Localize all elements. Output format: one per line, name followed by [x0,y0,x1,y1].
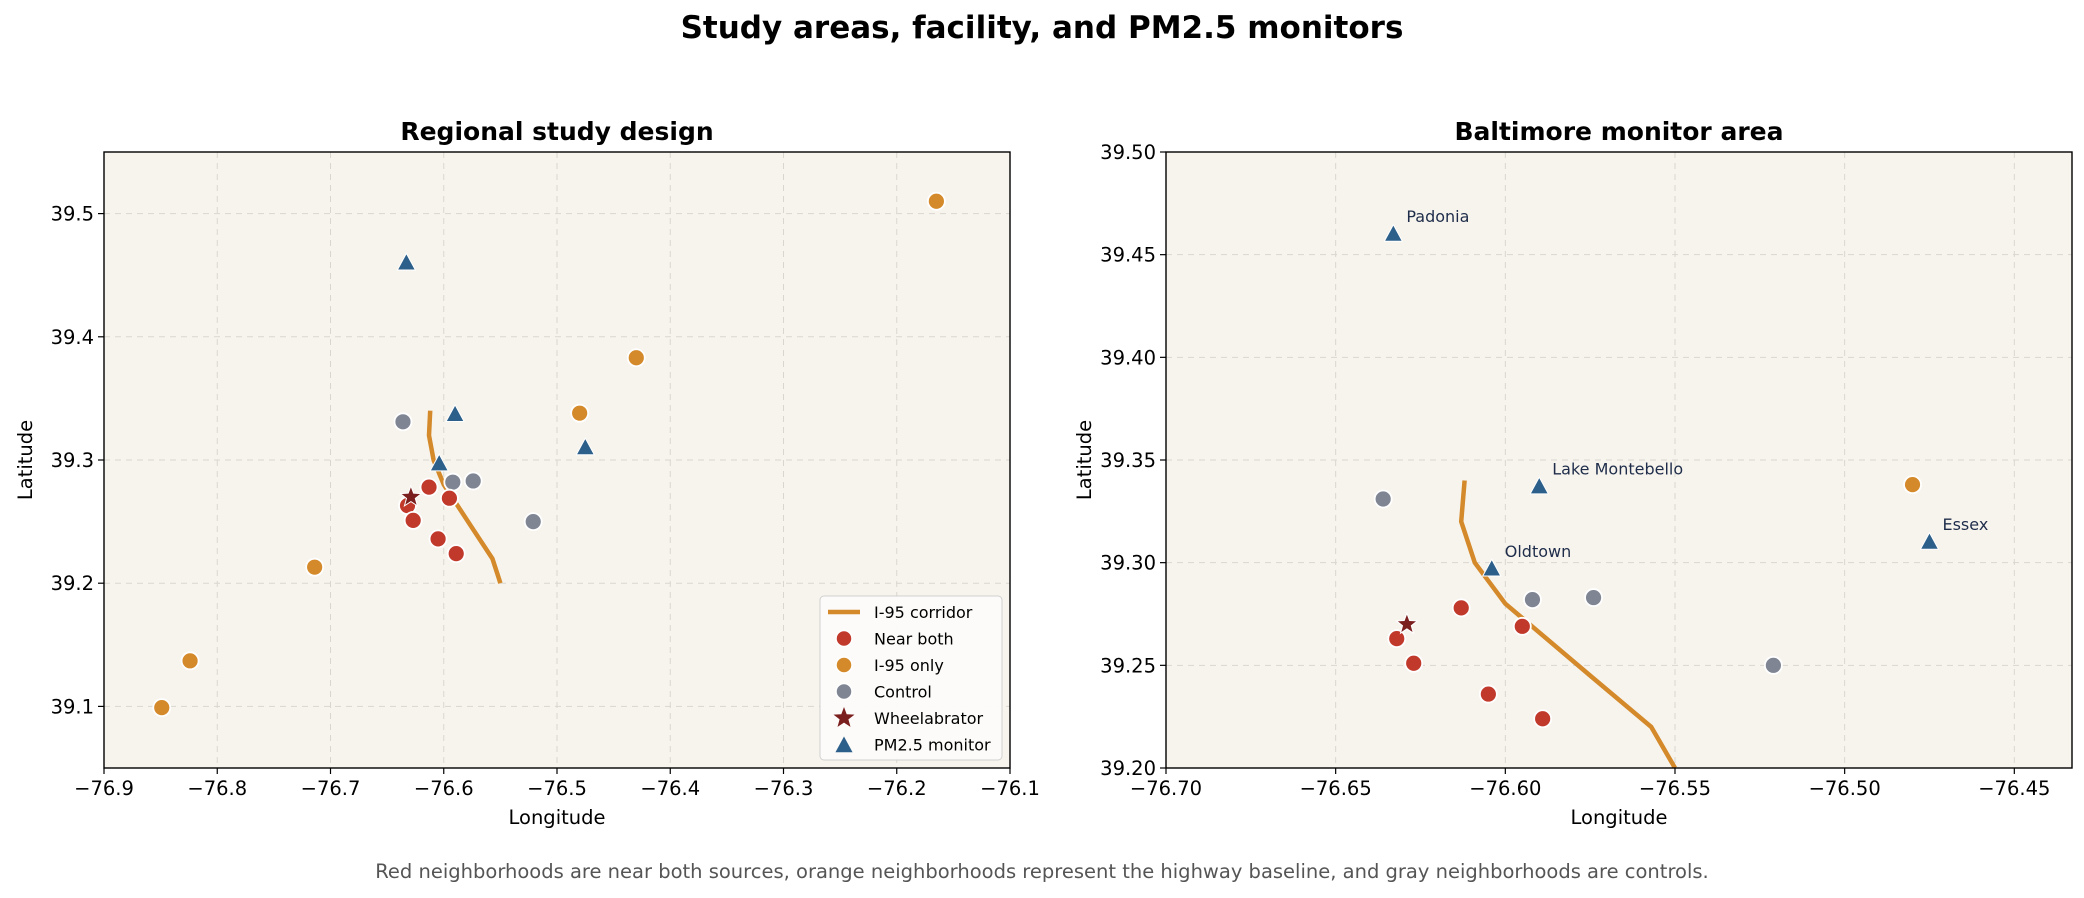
legend-circle-swatch [835,629,853,648]
y-axis-label: Latitude [14,420,37,500]
near-both-point [428,529,448,549]
x-tick-label: −76.2 [867,777,927,800]
legend-circle-swatch [835,656,853,674]
monitor-label: Lake Montebello [1552,460,1683,479]
control-point [443,472,463,492]
near-both-point [1533,709,1553,729]
near-both-point [419,477,439,497]
plot-marks: Padonia Lake Montebello Oldtown Essex [737,207,2084,898]
near-both-point [446,544,466,564]
y-tick-label: 39.35 [1100,449,1156,472]
pm25-monitor-marker [1919,531,1940,550]
control-point [1373,489,1393,509]
panel-title: Baltimore monitor area [1454,117,1783,146]
near-both-point [1478,684,1498,704]
y-tick-label: 39.5 [51,203,94,226]
plot-marks [152,191,946,718]
x-tick-label: −76.65 [1300,777,1372,800]
x-tick-label: −76.6 [414,777,474,800]
near-both-point [440,488,459,508]
x-axis-label: Longitude [509,806,606,829]
y-tick-label: 39.45 [1100,244,1156,267]
x-tick-label: −76.55 [1639,777,1711,800]
panel-baltimore: Padonia Lake Montebello Oldtown Essex −76.70… [737,117,2084,898]
x-tick-label: −76.60 [1469,777,1541,800]
y-tick-label: 39.1 [51,695,94,718]
x-tick-label: −76.8 [187,777,247,800]
i95-only-point [180,651,200,671]
control-point [393,412,413,432]
legend-triangle-swatch [835,736,853,753]
panel-title: Regional study design [400,117,713,146]
pm25-monitor-marker [575,437,596,456]
i95-only-point [1903,475,1922,495]
near-both-point [1512,616,1532,636]
y-tick-label: 39.50 [1100,141,1156,164]
pm25-monitor-marker [396,252,417,271]
near-both-point [1387,629,1407,649]
legend-label: I-95 corridor [874,603,973,622]
pm25-monitor-marker [1383,223,1404,242]
panel-regional: −76.9 −76.8 −76.7 −76.6 −76.5 −76.4 −76.3 −76.2… [14,117,1040,829]
x-tick-label: −76.3 [754,777,814,800]
near-both-point [403,510,423,530]
monitor-label: Oldtown [1505,542,1571,561]
x-tick-label: −76.45 [1978,777,2050,800]
y-tick-label: 39.20 [1100,757,1156,780]
i95-only-point [737,889,754,898]
y-axis-label: Latitude [1073,420,1096,500]
x-tick-label: −76.5 [527,777,587,800]
figure-title: Study areas, facility, and PM2.5 monitor… [680,10,1404,46]
wheelabrator-marker [399,484,423,508]
x-axis-label: Longitude [1571,806,1668,829]
legend-label: Wheelabrator [874,709,984,728]
pm25-monitor-marker [1529,476,1550,495]
x-tick-label: −76.50 [1809,777,1881,800]
pm25-monitor-marker [429,453,450,472]
monitor-label: Essex [1942,515,1988,534]
x-tick-label: −76.4 [640,777,700,800]
y-tick-label: 39.40 [1100,346,1156,369]
monitor-label: Padonia [1406,207,1469,226]
i95-only-point [626,348,646,368]
legend: I-95 corridor Near both I-95 only Control Wh… [819,595,1003,761]
legend-label: PM2.5 monitor [874,736,991,755]
i95-corridor-line [1458,480,1677,768]
i95-only-point [1110,733,1127,750]
i95-only-point [570,403,590,423]
control-point [1584,588,1603,607]
i95-only-point [2074,384,2084,401]
control-point [1763,655,1783,675]
i95-only-point [926,191,946,211]
legend-label: Near both [874,630,954,649]
y-tick-label: 39.3 [51,449,94,472]
pm25-monitor-marker [1481,558,1502,577]
i95-only-point [152,698,172,718]
control-point [463,471,483,491]
legend-box [819,595,1003,761]
y-tick-label: 39.4 [51,326,94,349]
legend-label: I-95 only [874,656,944,675]
x-tick-label: −76.9 [74,777,134,800]
x-tick-label: −76.7 [301,777,361,800]
control-point [523,512,543,531]
legend-label: Control [874,683,932,702]
x-tick-label: −76.1 [980,777,1040,800]
pm25-monitor-marker [445,403,465,423]
figure-caption: Red neighborhoods are near both sources,… [375,860,1709,883]
legend-star-swatch [833,707,855,727]
i95-only-point [305,557,325,577]
y-tick-label: 39.25 [1100,654,1156,677]
y-tick-label: 39.2 [51,572,94,595]
near-both-point [1451,598,1471,618]
x-tick-label: −76.70 [1130,777,1202,800]
control-point [1523,590,1542,610]
legend-circle-swatch [835,682,853,701]
wheelabrator-marker [1395,611,1419,635]
y-tick-label: 39.30 [1100,552,1156,575]
near-both-point [1404,653,1424,673]
